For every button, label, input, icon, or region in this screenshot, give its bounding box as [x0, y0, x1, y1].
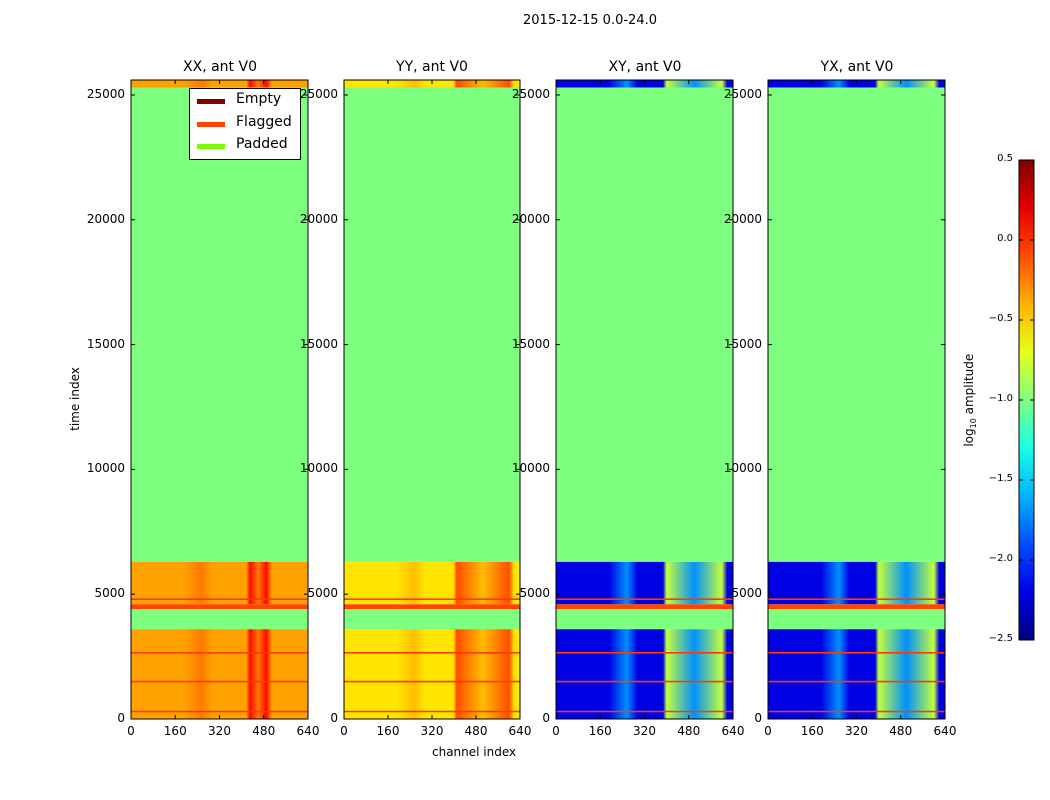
region-xy-padded-4 [556, 87, 733, 562]
panel-title-xx: XX, ant V0 [183, 59, 257, 75]
region-yy-data-0 [344, 629, 520, 719]
x-axis-label: channel index [432, 745, 517, 759]
figure-title: 2015-12-15 0.0-24.0 [523, 13, 657, 28]
x-tick-label-xx-2: 320 [208, 724, 231, 738]
x-tick-label-yx-3: 480 [889, 724, 913, 738]
region-xx-padded-1 [131, 609, 308, 630]
region-xx-flagged-2 [131, 604, 308, 610]
region-xy-data-0 [556, 629, 733, 719]
region-yy-data-3 [344, 561, 520, 605]
x-tick-label-xx-4: 640 [296, 724, 320, 738]
x-tick-label-xx-1: 160 [163, 724, 187, 738]
y-tick-label-yx-2: 10000 [723, 461, 762, 476]
colorbar-label-rest: amplitude [961, 353, 976, 419]
x-tick-label-xy-3: 480 [677, 724, 701, 738]
panel-title-yy: YY, ant V0 [396, 59, 468, 75]
y-tick-label-xy-0: 0 [542, 711, 550, 725]
x-tick-label-yy-3: 480 [464, 724, 488, 738]
y-tick-label-xx-2: 10000 [86, 461, 125, 476]
region-yx-data-3 [768, 561, 945, 605]
legend: Empty Flagged Padded [189, 88, 301, 160]
x-tick-label-yy-1: 160 [376, 724, 400, 738]
region-xx-data-0 [131, 629, 308, 719]
panel-title-yx: YX, ant V0 [820, 59, 894, 75]
y-axis-label: time index [68, 367, 82, 431]
x-tick-label-yy-0: 0 [340, 724, 348, 738]
x-tick-label-xy-4: 640 [721, 724, 745, 738]
colorbar-tick-label-1: 0.0 [997, 233, 1013, 244]
y-tick-label-yx-0: 0 [754, 711, 762, 725]
colorbar-tick-label-2: −0.5 [988, 313, 1013, 324]
region-xx-padded-4 [131, 87, 308, 562]
y-tick-label-xx-3: 15000 [86, 336, 125, 351]
y-tick-label-xy-2: 10000 [511, 461, 550, 476]
legend-swatch-empty [197, 99, 225, 104]
x-tick-label-xy-0: 0 [552, 724, 560, 738]
x-tick-label-xx-0: 0 [127, 724, 135, 738]
legend-label-flagged: Flagged [236, 114, 292, 130]
colorbar-tick-label-4: −1.5 [988, 473, 1013, 484]
colorbar-tick-label-0: 0.5 [997, 153, 1013, 164]
colorbar-tick-label-5: −2.0 [988, 553, 1013, 564]
region-xx-data-3 [131, 561, 308, 605]
region-yx-data-0 [768, 629, 945, 719]
y-tick-label-yy-4: 20000 [299, 211, 338, 226]
y-tick-label-yx-3: 15000 [723, 336, 762, 351]
y-tick-label-yy-0: 0 [330, 711, 338, 725]
x-tick-label-xx-3: 480 [252, 724, 276, 738]
y-tick-label-yy-2: 10000 [299, 461, 338, 476]
y-tick-label-xx-1: 5000 [94, 586, 125, 601]
x-tick-label-xy-1: 160 [588, 724, 612, 738]
y-tick-label-yy-3: 15000 [299, 336, 338, 351]
x-tick-label-yx-2: 320 [845, 724, 868, 738]
region-xy-padded-1 [556, 609, 733, 630]
y-tick-label-xy-1: 5000 [519, 586, 550, 601]
region-yy-padded-1 [344, 609, 520, 630]
legend-label-empty: Empty [236, 91, 282, 107]
colorbar-label-sub: 10 [969, 418, 979, 429]
colorbar-tick-label-6: −2.5 [988, 633, 1013, 644]
x-tick-label-xy-2: 320 [633, 724, 656, 738]
colorbar-label-main: log [961, 428, 976, 447]
y-tick-label-xy-5: 25000 [511, 86, 550, 101]
y-tick-label-xy-4: 20000 [511, 211, 550, 226]
region-xy-data-3 [556, 561, 733, 605]
y-tick-label-xy-3: 15000 [511, 336, 550, 351]
legend-label-padded: Padded [236, 136, 288, 152]
panel-title-xy: XY, ant V0 [608, 59, 682, 75]
y-tick-label-yx-5: 25000 [723, 86, 762, 101]
region-yx-flagged-2 [768, 604, 945, 610]
colorbar-tick-label-3: −1.0 [988, 393, 1013, 404]
region-yx-padded-1 [768, 609, 945, 630]
x-tick-label-yy-4: 640 [508, 724, 532, 738]
legend-swatch-flagged [197, 122, 225, 127]
y-tick-label-yy-1: 5000 [307, 586, 338, 601]
region-yy-flagged-2 [344, 604, 520, 610]
legend-swatch-padded [197, 144, 225, 149]
y-tick-label-yx-4: 20000 [723, 211, 762, 226]
y-tick-label-yy-5: 25000 [299, 86, 338, 101]
x-tick-label-yy-2: 320 [420, 724, 444, 738]
y-tick-label-xx-4: 20000 [86, 211, 125, 226]
y-tick-label-xx-5: 25000 [86, 86, 125, 101]
x-tick-label-yx-1: 160 [800, 724, 824, 738]
region-yx-padded-4 [768, 87, 945, 562]
region-xy-flagged-2 [556, 604, 733, 610]
x-tick-label-yx-0: 0 [764, 724, 772, 738]
y-tick-label-xx-0: 0 [117, 711, 125, 725]
region-yy-padded-4 [344, 87, 520, 562]
x-tick-label-yx-4: 640 [933, 724, 957, 738]
y-tick-label-yx-1: 5000 [731, 586, 762, 601]
